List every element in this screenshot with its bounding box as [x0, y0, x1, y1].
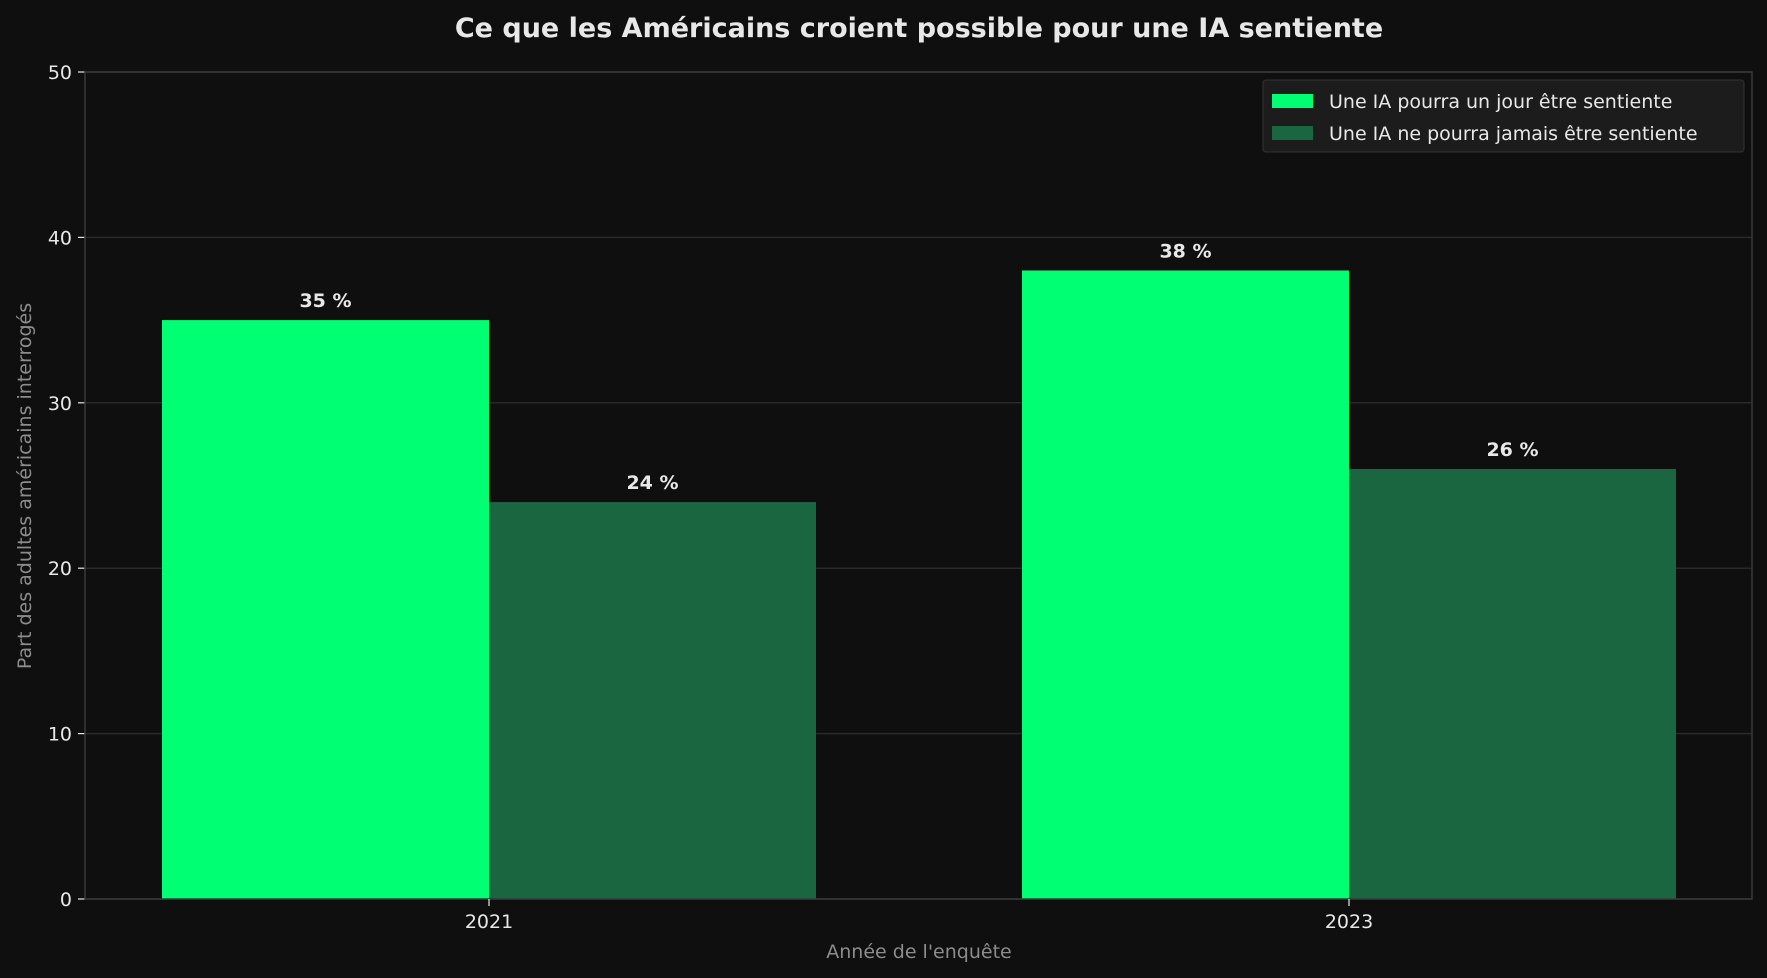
y-tick-label: 10: [48, 724, 72, 746]
bar-2023-series-1: [1022, 270, 1349, 900]
data-label: 35 %: [299, 290, 351, 312]
bar-2021-series-2: [489, 502, 816, 899]
y-tick-label: 50: [48, 62, 72, 84]
legend: Une IA pourra un jour être sentiente Une …: [1262, 79, 1745, 153]
y-tick-label: 40: [48, 227, 72, 249]
x-tick-label: 2023: [1325, 911, 1373, 933]
plot-frame: [84, 71, 1753, 900]
y-tick-label: 0: [60, 889, 72, 911]
data-label: 24 %: [626, 472, 678, 494]
legend-label: Une IA ne pourra jamais être sentiente: [1329, 123, 1698, 145]
axes: 0 10 20 30 40 50 2021 2023: [48, 62, 1753, 933]
legend-label: Une IA pourra un jour être sentiente: [1329, 91, 1672, 113]
legend-swatch: [1272, 94, 1313, 108]
x-axis-label: Année de l'enquête: [826, 941, 1011, 963]
y-tick-label: 20: [48, 558, 72, 580]
y-tick-label: 30: [48, 393, 72, 415]
y-axis-label: Part des adultes américains interrogés: [14, 303, 36, 669]
data-label: 26 %: [1486, 439, 1538, 461]
x-tick-label: 2021: [465, 911, 513, 933]
legend-swatch: [1272, 126, 1313, 140]
chart-title: Ce que les Américains croient possible p…: [455, 13, 1383, 44]
bars: [162, 270, 1676, 900]
legend-box: [1262, 79, 1745, 153]
bar-2023-series-2: [1349, 468, 1676, 899]
bar-2021-series-1: [162, 320, 489, 900]
data-labels: 35 % 24 % 38 % 26 %: [299, 240, 1538, 494]
data-label: 38 %: [1159, 240, 1211, 262]
